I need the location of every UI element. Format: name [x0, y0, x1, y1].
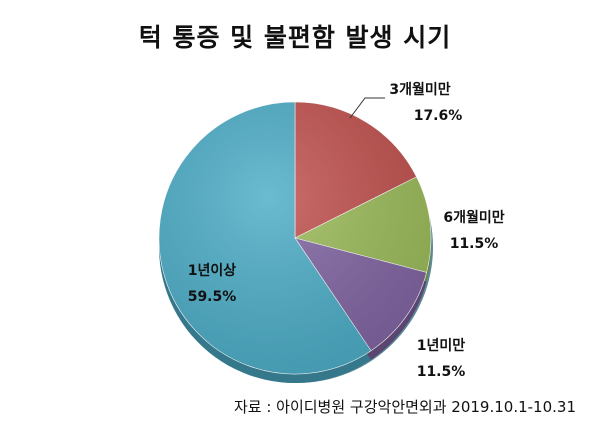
chart-title: 턱 통증 및 불편함 발생 시기 — [138, 23, 452, 52]
slice-value: 59.5% — [188, 289, 237, 305]
source-note: 자료 : 아이디병원 구강악안면외과 2019.10.1-10.31 — [233, 398, 576, 416]
slice-value: 11.5% — [450, 236, 499, 252]
slice-label: 1년이상 — [188, 262, 237, 279]
slice-label: 6개월미만 — [443, 209, 504, 226]
slice-value: 17.6% — [414, 108, 463, 124]
slice-value: 11.5% — [417, 364, 466, 380]
pie-gloss — [159, 102, 431, 374]
slice-label: 3개월미만 — [389, 81, 450, 98]
slice-label: 1년미만 — [417, 338, 466, 354]
leader-line — [349, 97, 385, 119]
